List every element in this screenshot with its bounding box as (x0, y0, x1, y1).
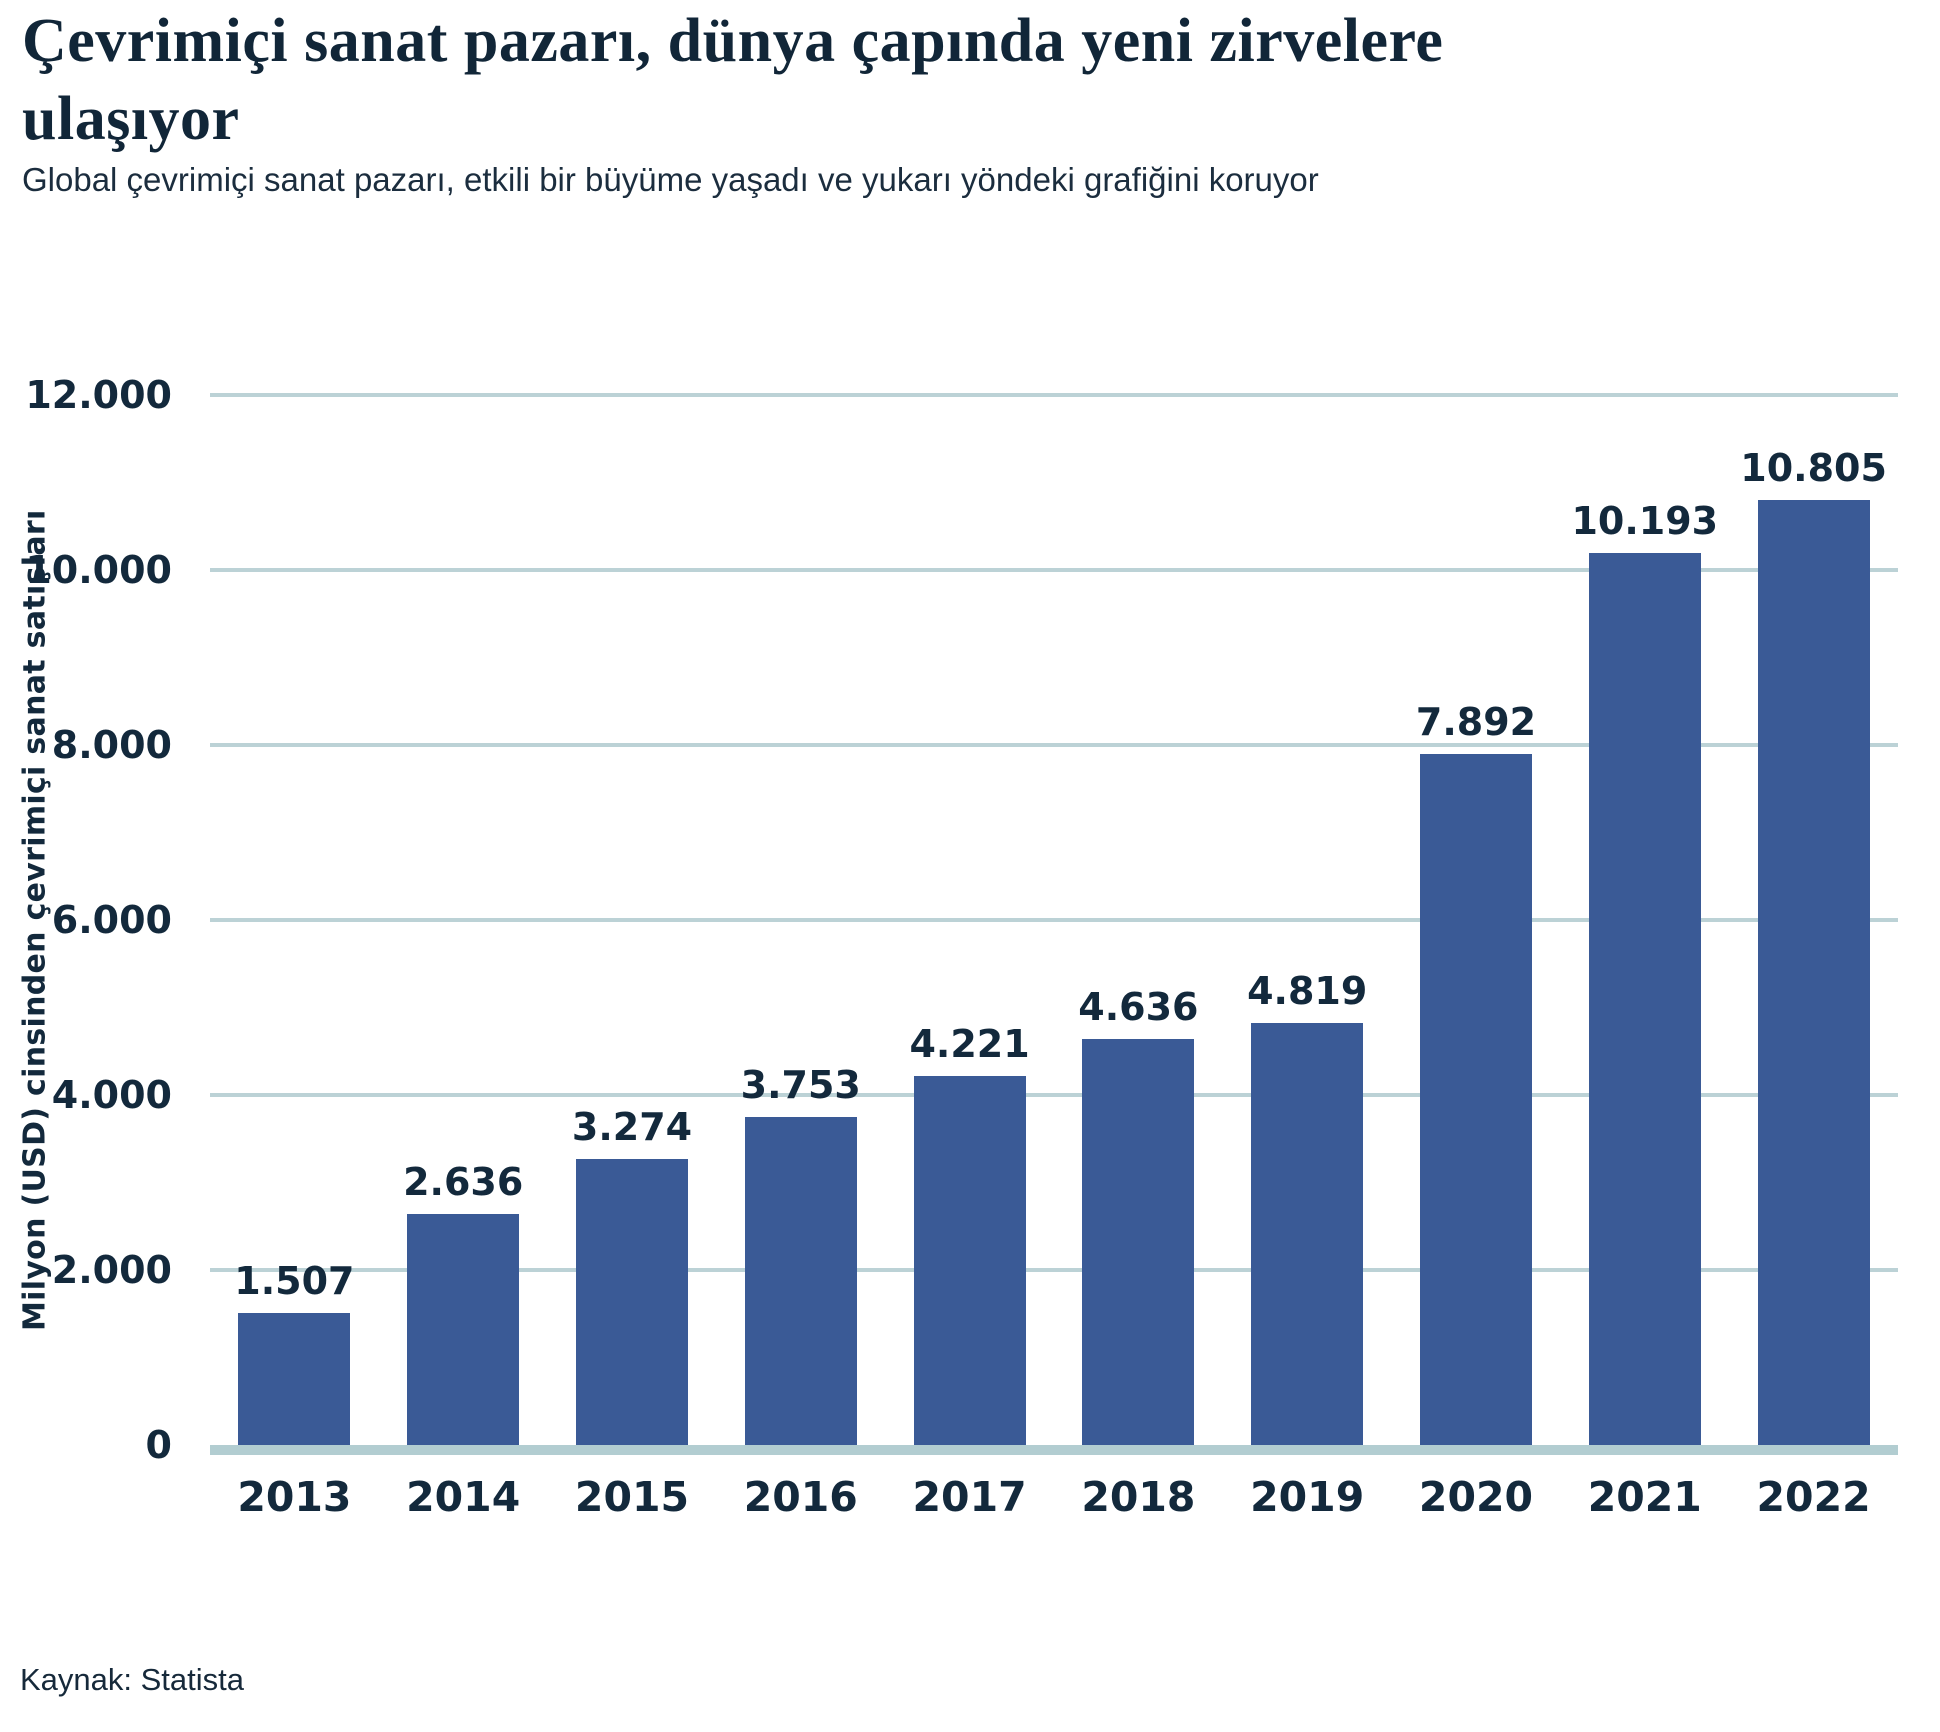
gridline (210, 393, 1898, 397)
y-tick-label: 12.000 (25, 373, 172, 417)
bar (1251, 1023, 1364, 1445)
x-tick-label: 2015 (574, 1473, 690, 1521)
bar-column: 4.221 2017 (885, 395, 1054, 1521)
gridline (210, 568, 1898, 572)
bar-column: 4.636 2018 (1054, 395, 1223, 1521)
bar (744, 1117, 857, 1445)
x-tick-label: 2020 (1418, 1473, 1534, 1521)
bar (575, 1159, 688, 1445)
bar-value-label: 4.636 (1078, 985, 1199, 1029)
bar (1419, 754, 1532, 1445)
gridline (210, 1093, 1898, 1097)
x-tick-label: 2013 (237, 1473, 352, 1521)
x-tick-label: 2016 (743, 1473, 858, 1521)
bar-value-label: 1.507 (234, 1259, 355, 1303)
page-title: Çevrimiçi sanat pazarı, dünya çapında ye… (22, 7, 1444, 153)
x-tick-label: 2022 (1756, 1473, 1871, 1521)
plot-area: 0 2.000 4.000 6.000 8.000 10.000 12.000 1.507 20… (25, 373, 1898, 1521)
bar (1082, 1039, 1195, 1445)
gridline (210, 1268, 1898, 1272)
gridline (210, 743, 1898, 747)
bar-column: 10.805 2022 (1729, 395, 1898, 1521)
bar (913, 1076, 1026, 1445)
bar (1588, 553, 1701, 1445)
bar-value-label: 10.805 (1740, 446, 1887, 490)
bar-column: 7.892 2020 (1392, 395, 1561, 1521)
bar-column: 4.819 2019 (1223, 395, 1392, 1521)
y-tick-label: 2.000 (51, 1248, 172, 1292)
bar (1757, 500, 1870, 1445)
bar-value-label: 4.819 (1247, 969, 1368, 1013)
bar-value-label: 2.636 (403, 1160, 524, 1204)
y-tick-label: 4.000 (51, 1073, 172, 1117)
bar-value-label: 4.221 (909, 1022, 1030, 1066)
y-tick-label: 0 (145, 1423, 172, 1467)
y-tick-label: 8.000 (51, 723, 172, 767)
y-tick-label: 6.000 (51, 898, 172, 942)
page-subtitle: Global çevrimiçi sanat pazarı, etkili bi… (22, 161, 1319, 198)
bar-value-label: 10.193 (1571, 499, 1719, 543)
x-tick-label: 2021 (1587, 1473, 1702, 1521)
x-tick-label: 2018 (1081, 1473, 1196, 1521)
gridline (210, 918, 1898, 922)
y-tick-label: 10.000 (25, 548, 172, 592)
bar (238, 1313, 351, 1445)
x-tick-label: 2014 (406, 1473, 521, 1521)
source-note: Kaynak: Statista (20, 1662, 245, 1697)
bar-value-label: 3.753 (740, 1063, 861, 1107)
x-axis-baseline (210, 1445, 1898, 1455)
x-tick-label: 2017 (912, 1473, 1027, 1521)
bar-column: 3.274 2015 (548, 395, 717, 1521)
bar-column: 10.193 2021 (1560, 395, 1729, 1521)
bar-column: 1.507 2013 (210, 395, 379, 1521)
bar-value-label: 3.274 (571, 1105, 693, 1149)
x-tick-label: 2019 (1250, 1473, 1365, 1521)
bar (407, 1214, 520, 1445)
bar-value-label: 7.892 (1415, 700, 1537, 744)
bar-column: 3.753 2016 (716, 395, 885, 1521)
bar-column: 2.636 2014 (379, 395, 548, 1521)
